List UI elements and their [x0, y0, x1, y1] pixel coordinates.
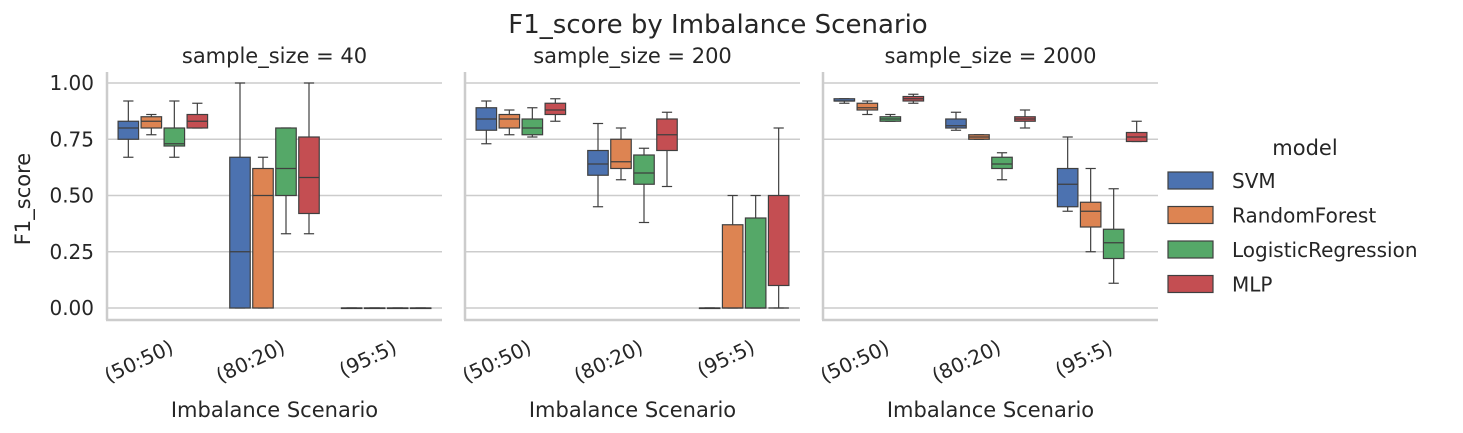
box-LogisticRegression	[1102, 188, 1125, 284]
box-MLP	[186, 102, 209, 129]
box-LogisticRegression	[879, 113, 902, 122]
panel-title: sample_size = 2000	[885, 44, 1097, 69]
x-tick-label: (95:5)	[335, 335, 400, 382]
x-tick-label: (95:5)	[1051, 335, 1116, 382]
box-MLP	[298, 82, 320, 235]
legend-item: LogisticRegression	[1167, 238, 1418, 262]
box-body	[140, 116, 163, 129]
box-body	[991, 156, 1013, 170]
x-tick-label: (80:20)	[570, 335, 647, 388]
box-body	[498, 113, 521, 129]
y-axis-label: F1_score	[11, 153, 36, 245]
x-tick-label: (50:50)	[100, 335, 177, 388]
legend-label: SVM	[1232, 169, 1276, 193]
chart-title: F1_score by Imbalance Scenario	[508, 10, 927, 40]
box-LogisticRegression	[991, 152, 1013, 181]
box-MLP	[409, 307, 432, 310]
box-SVM	[1056, 136, 1079, 212]
box-MLP	[767, 127, 790, 309]
x-axis-label: Imbalance Scenario	[887, 398, 1094, 422]
box-RandomForest	[721, 194, 744, 309]
box-MLP	[544, 98, 567, 122]
legend-label: MLP	[1232, 273, 1272, 297]
box-body	[275, 127, 297, 197]
legend-label: RandomForest	[1232, 204, 1376, 228]
box-MLP	[656, 111, 678, 188]
x-axis-label: Imbalance Scenario	[171, 398, 378, 422]
legend-swatch	[1167, 240, 1214, 259]
box-SVM	[698, 307, 721, 310]
box-LogisticRegression	[386, 307, 409, 310]
y-tick-label: 0.75	[49, 127, 94, 151]
legend-item: SVM	[1167, 169, 1276, 193]
box-SVM	[833, 98, 856, 104]
box-RandomForest	[856, 100, 879, 116]
box-LogisticRegression	[275, 127, 297, 235]
legend-swatch	[1167, 171, 1214, 190]
box-body	[1102, 228, 1125, 260]
box-MLP	[902, 93, 925, 104]
box-body	[163, 127, 186, 147]
box-RandomForest	[968, 134, 990, 140]
box-SVM	[475, 100, 498, 145]
x-tick-label: (80:20)	[212, 335, 289, 388]
box-body	[721, 224, 744, 309]
x-tick-label: (80:20)	[928, 335, 1005, 388]
box-SVM	[229, 82, 251, 309]
x-tick-label: (50:50)	[816, 335, 893, 388]
box-body	[229, 156, 251, 309]
y-tick-label: 1.00	[49, 71, 94, 95]
panel-title: sample_size = 200	[533, 44, 732, 69]
y-tick-label: 0.50	[49, 184, 94, 208]
box-body	[1056, 167, 1079, 208]
x-tick-label: (50:50)	[458, 335, 535, 388]
box-LogisticRegression	[163, 100, 186, 158]
box-RandomForest	[363, 307, 386, 310]
box-body	[633, 154, 655, 185]
box-body	[856, 102, 879, 111]
box-body	[587, 149, 609, 176]
box-body	[252, 167, 274, 309]
x-axis-label: Imbalance Scenario	[529, 398, 736, 422]
y-tick-label: 0.25	[49, 240, 94, 264]
panels: sample_size = 40 0.00 0.25 0.50 0.75 1.00 (50:…	[49, 44, 1158, 422]
panel-1: sample_size = 40 0.00 0.25 0.50 0.75 1.00 (50:…	[49, 44, 442, 422]
box-body	[521, 118, 544, 136]
box-RandomForest	[1079, 167, 1102, 253]
box-body	[298, 136, 320, 215]
legend-item: RandomForest	[1167, 204, 1376, 228]
box-SVM	[945, 111, 967, 131]
box-LogisticRegression	[521, 107, 544, 138]
legend-swatch	[1167, 274, 1214, 294]
legend-label: LogisticRegression	[1232, 238, 1418, 262]
panel-2: sample_size = 200 (50:50) (80:20) (95:5) Imb…	[458, 44, 800, 422]
box-RandomForest	[498, 109, 521, 136]
x-tick-label: (95:5)	[693, 335, 758, 382]
y-tick-label: 0.00	[49, 296, 94, 320]
box-LogisticRegression	[744, 194, 767, 309]
box-RandomForest	[252, 156, 274, 309]
box-SVM	[117, 100, 140, 158]
box-body	[945, 118, 967, 129]
box-LogisticRegression	[633, 147, 655, 224]
legend-swatch	[1167, 205, 1214, 225]
box-body	[544, 102, 567, 116]
box-body	[744, 217, 767, 309]
panel-3: sample_size = 2000 (50:50) (80:20) (95:5) Im…	[816, 44, 1158, 422]
box-body	[117, 120, 140, 140]
box-MLP	[1014, 109, 1036, 129]
legend-title: model	[1272, 136, 1337, 160]
box-RandomForest	[140, 113, 163, 136]
box-SVM	[340, 307, 363, 310]
box-SVM	[587, 122, 609, 208]
box-body	[610, 138, 632, 170]
panel-title: sample_size = 40	[182, 44, 367, 69]
box-body	[767, 194, 790, 287]
legend-item: MLP	[1167, 273, 1272, 297]
legend: model SVM RandomForest LogisticRegression M…	[1167, 136, 1418, 297]
box-RandomForest	[610, 127, 632, 181]
box-body	[1079, 201, 1102, 228]
box-MLP	[1125, 120, 1148, 143]
